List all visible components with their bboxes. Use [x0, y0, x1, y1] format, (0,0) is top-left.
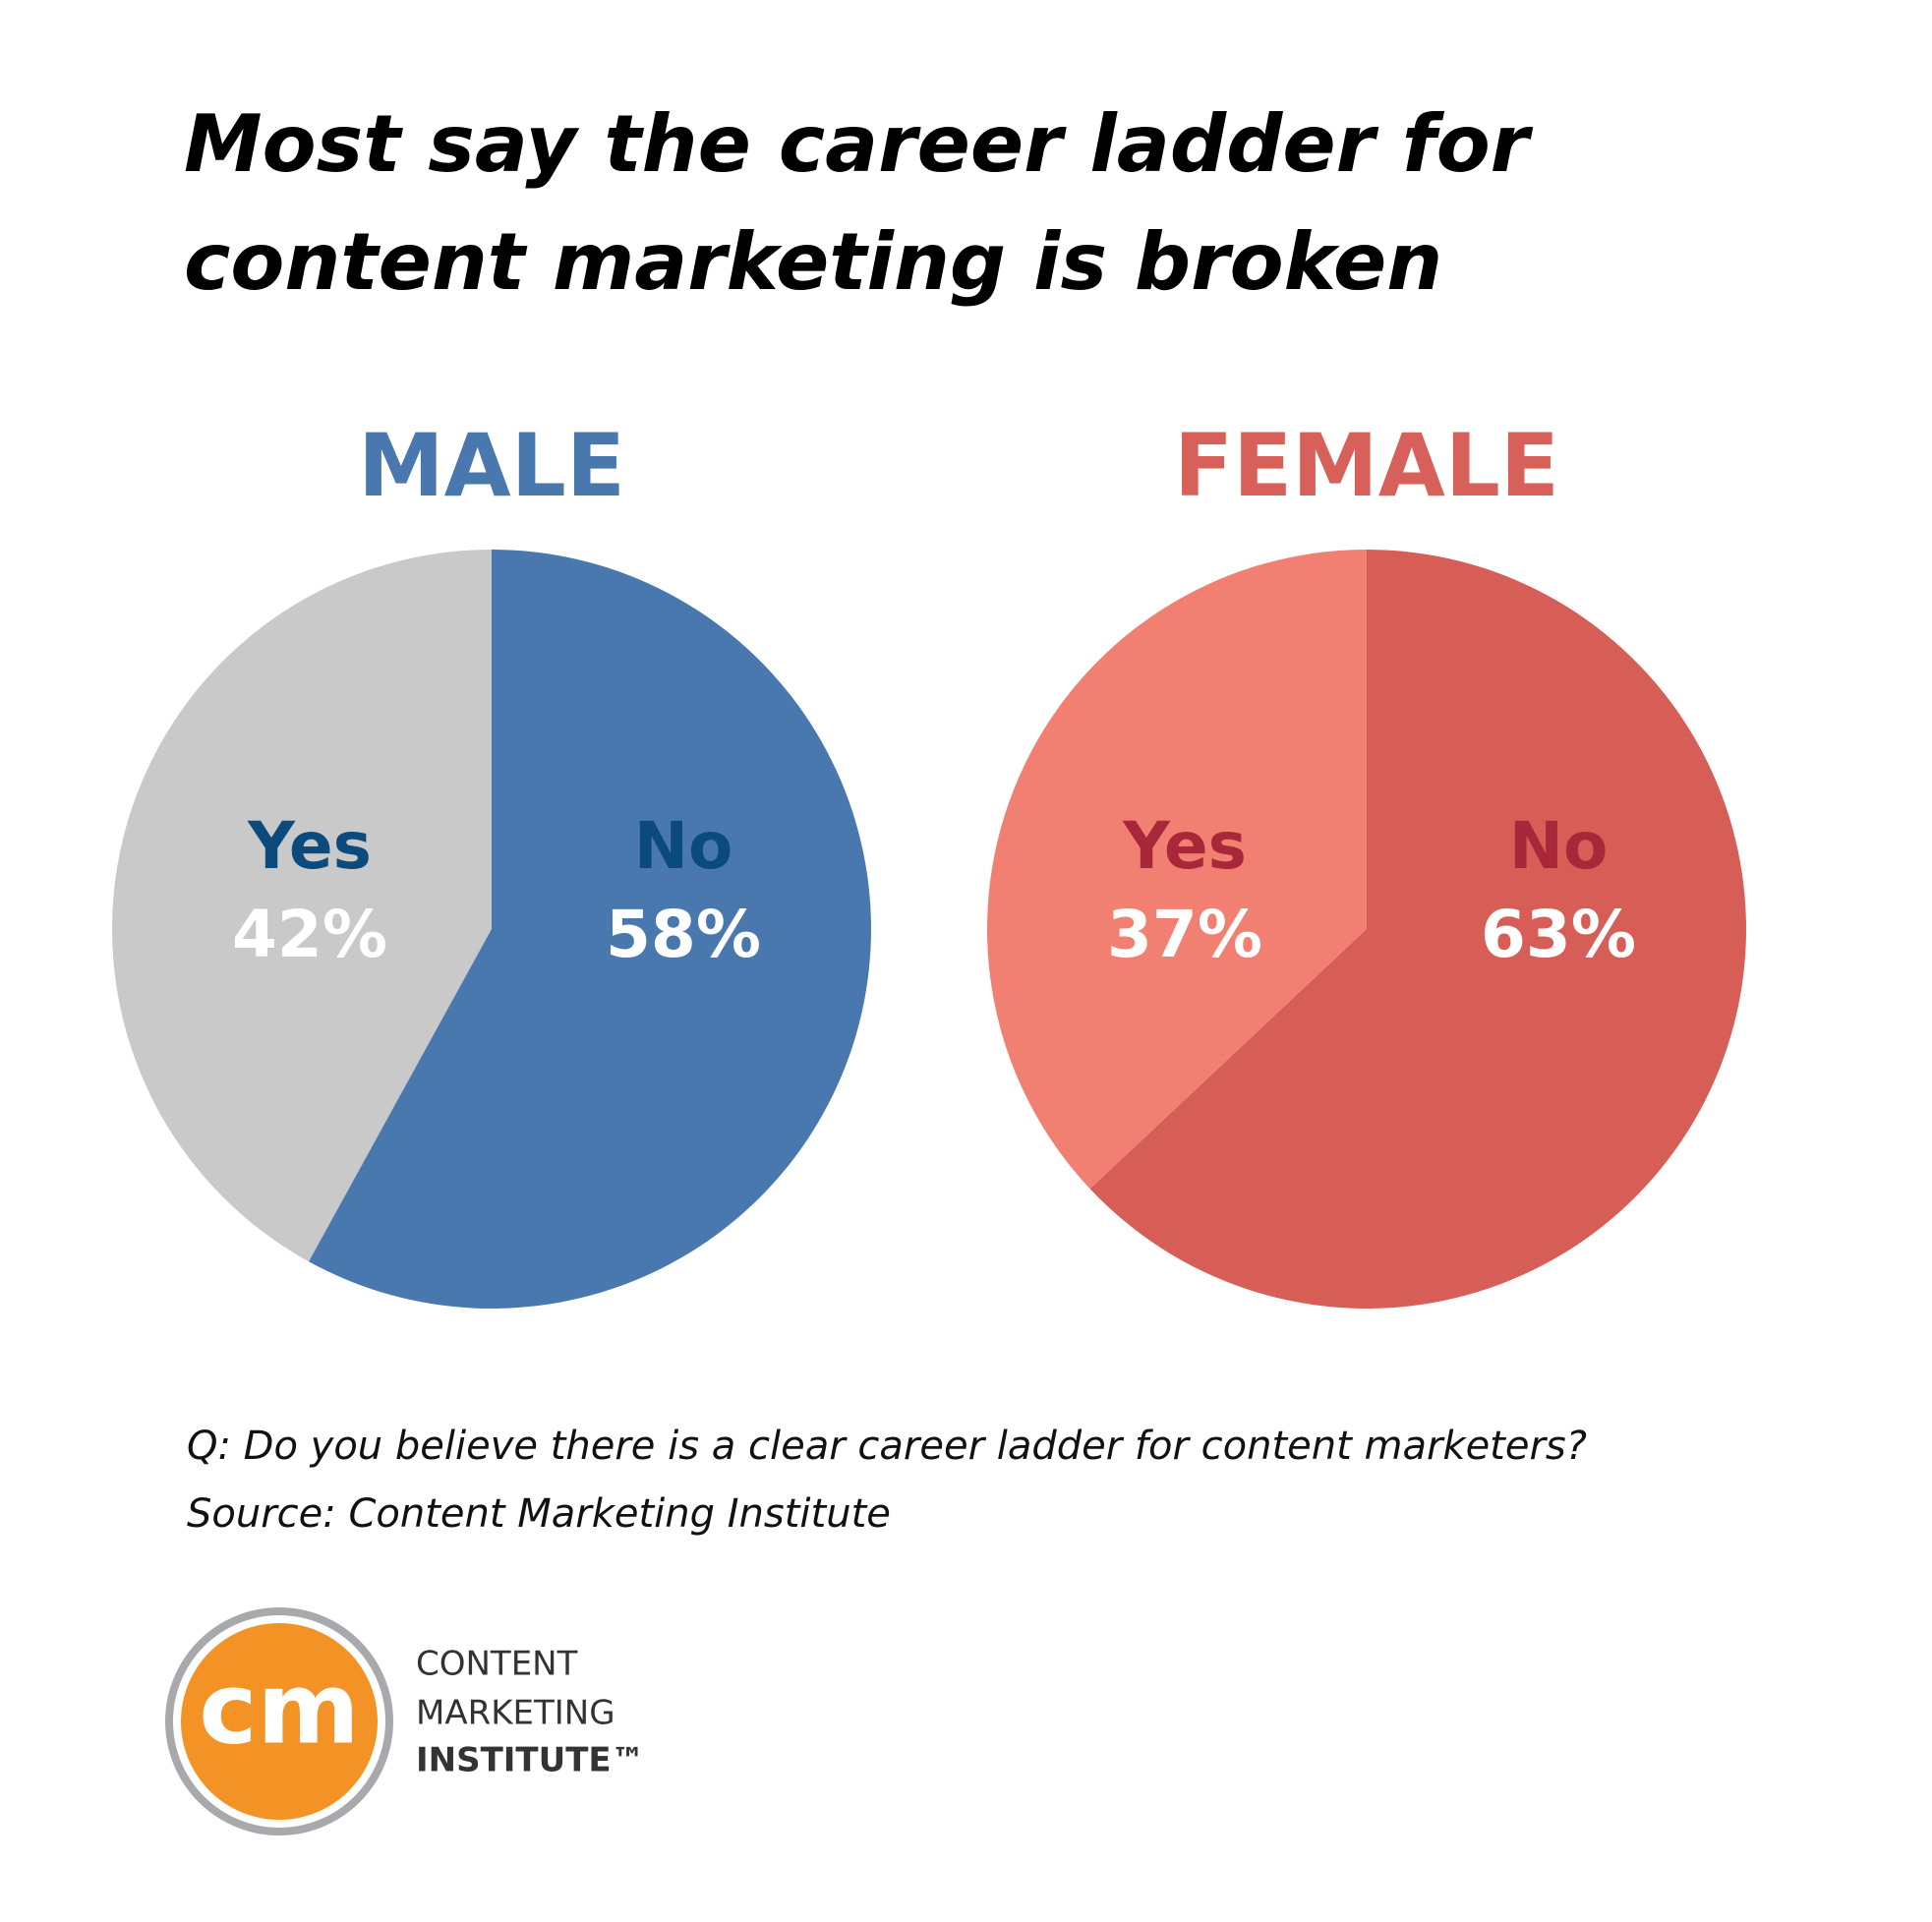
logo-text: INSTITUTE™	[416, 1741, 645, 1780]
pie-slice	[1089, 550, 1747, 1309]
logo-text: CONTENT	[416, 1645, 578, 1684]
pie-title: FEMALE	[1174, 415, 1559, 516]
pie-slice	[987, 550, 1367, 1190]
slice-label: No	[634, 808, 733, 884]
slice-label: Yes	[247, 808, 372, 884]
value-label: 37%	[1107, 897, 1262, 972]
logo-circle	[181, 1623, 378, 1820]
value-label: 42%	[232, 897, 387, 972]
title-line: content marketing is broken	[184, 216, 1442, 308]
slice-label: No	[1509, 808, 1609, 884]
logo-text: MARKETING	[416, 1694, 615, 1733]
logo-mark: cm	[199, 1651, 359, 1766]
pie-title: MALE	[358, 415, 625, 516]
title-line: Most say the career ladder for	[184, 98, 1534, 190]
source-note: Source: Content Marketing Institute	[187, 1491, 891, 1537]
pie-slice	[309, 550, 872, 1309]
question-note: Q: Do you believe there is a clear caree…	[187, 1424, 1587, 1469]
pie-slice	[112, 550, 493, 1262]
value-label: 63%	[1481, 897, 1636, 972]
value-label: 58%	[606, 897, 761, 972]
slice-label: Yes	[1122, 808, 1247, 884]
